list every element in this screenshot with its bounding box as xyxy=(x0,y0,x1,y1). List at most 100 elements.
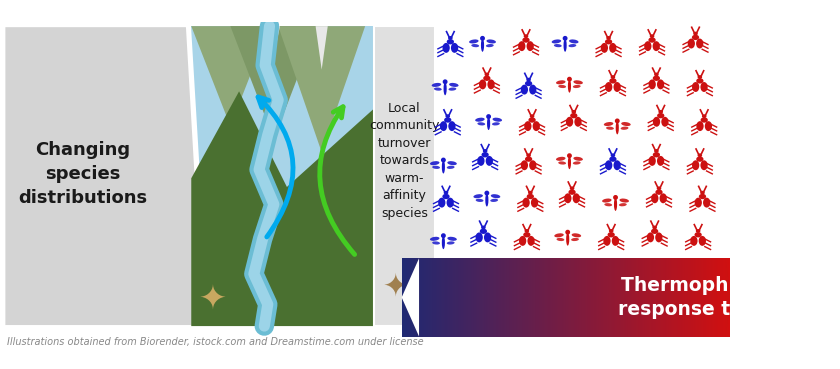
Polygon shape xyxy=(278,26,365,152)
Polygon shape xyxy=(683,258,685,337)
Polygon shape xyxy=(663,258,664,337)
Polygon shape xyxy=(643,258,645,337)
Polygon shape xyxy=(415,258,416,337)
Polygon shape xyxy=(591,258,592,337)
Polygon shape xyxy=(230,26,318,139)
Ellipse shape xyxy=(611,154,615,157)
Polygon shape xyxy=(431,258,433,337)
Polygon shape xyxy=(437,258,438,337)
Polygon shape xyxy=(407,258,408,337)
Ellipse shape xyxy=(523,34,528,38)
Ellipse shape xyxy=(605,160,612,170)
Polygon shape xyxy=(661,258,663,337)
Polygon shape xyxy=(524,258,526,337)
Ellipse shape xyxy=(447,166,454,169)
Polygon shape xyxy=(557,258,559,337)
Polygon shape xyxy=(505,258,506,337)
Ellipse shape xyxy=(612,236,619,246)
Polygon shape xyxy=(499,258,501,337)
Polygon shape xyxy=(617,258,618,337)
Ellipse shape xyxy=(659,110,663,114)
Polygon shape xyxy=(192,26,270,126)
Ellipse shape xyxy=(443,43,449,53)
Polygon shape xyxy=(514,258,516,337)
Ellipse shape xyxy=(475,232,483,242)
Polygon shape xyxy=(665,258,667,337)
Polygon shape xyxy=(513,258,514,337)
Ellipse shape xyxy=(447,241,454,245)
Polygon shape xyxy=(628,258,629,337)
Polygon shape xyxy=(717,258,718,337)
Ellipse shape xyxy=(654,149,659,153)
Polygon shape xyxy=(699,258,700,337)
Ellipse shape xyxy=(569,189,575,195)
Text: Local
community
turnover
towards
warm-
affinity
species: Local community turnover towards warm- a… xyxy=(369,102,439,220)
Ellipse shape xyxy=(556,157,565,161)
Ellipse shape xyxy=(523,232,531,237)
Polygon shape xyxy=(654,258,656,337)
Ellipse shape xyxy=(701,82,708,92)
Ellipse shape xyxy=(524,229,529,233)
Ellipse shape xyxy=(648,156,656,166)
Polygon shape xyxy=(623,258,624,337)
Polygon shape xyxy=(625,258,627,337)
Polygon shape xyxy=(544,258,545,337)
Ellipse shape xyxy=(433,241,440,245)
Polygon shape xyxy=(722,258,724,337)
Ellipse shape xyxy=(528,236,535,246)
Polygon shape xyxy=(686,258,688,337)
Ellipse shape xyxy=(471,44,479,47)
Ellipse shape xyxy=(483,76,491,81)
Polygon shape xyxy=(474,258,475,337)
Ellipse shape xyxy=(564,193,571,203)
Ellipse shape xyxy=(609,43,617,53)
Polygon shape xyxy=(648,258,649,337)
Polygon shape xyxy=(542,258,543,337)
Polygon shape xyxy=(613,258,614,337)
Polygon shape xyxy=(453,258,454,337)
Polygon shape xyxy=(316,26,328,70)
Polygon shape xyxy=(564,258,566,337)
Polygon shape xyxy=(622,258,623,337)
Polygon shape xyxy=(426,258,427,337)
Polygon shape xyxy=(534,258,535,337)
Polygon shape xyxy=(551,258,552,337)
Polygon shape xyxy=(436,258,437,337)
Ellipse shape xyxy=(442,236,445,249)
Ellipse shape xyxy=(573,161,580,165)
Polygon shape xyxy=(501,258,502,337)
Polygon shape xyxy=(192,26,374,326)
Polygon shape xyxy=(427,258,428,337)
Polygon shape xyxy=(481,258,483,337)
Polygon shape xyxy=(491,258,492,337)
Ellipse shape xyxy=(701,117,708,123)
Text: ✦: ✦ xyxy=(199,283,227,317)
Ellipse shape xyxy=(692,35,699,40)
Polygon shape xyxy=(633,258,634,337)
Ellipse shape xyxy=(485,73,489,76)
Ellipse shape xyxy=(449,83,459,87)
Ellipse shape xyxy=(522,198,530,208)
Polygon shape xyxy=(470,258,472,337)
Polygon shape xyxy=(715,258,716,337)
Polygon shape xyxy=(714,258,715,337)
Polygon shape xyxy=(624,258,625,337)
Polygon shape xyxy=(589,258,590,337)
Polygon shape xyxy=(374,26,434,326)
Polygon shape xyxy=(571,258,573,337)
Polygon shape xyxy=(585,258,587,337)
Polygon shape xyxy=(494,258,495,337)
Polygon shape xyxy=(670,258,671,337)
Polygon shape xyxy=(707,258,708,337)
Circle shape xyxy=(443,79,448,84)
Polygon shape xyxy=(466,258,467,337)
Polygon shape xyxy=(428,258,429,337)
Ellipse shape xyxy=(697,154,702,157)
Ellipse shape xyxy=(657,186,661,190)
Polygon shape xyxy=(498,258,499,337)
Polygon shape xyxy=(523,258,524,337)
Polygon shape xyxy=(728,258,729,337)
Ellipse shape xyxy=(601,43,608,53)
Polygon shape xyxy=(444,258,445,337)
Polygon shape xyxy=(672,258,674,337)
